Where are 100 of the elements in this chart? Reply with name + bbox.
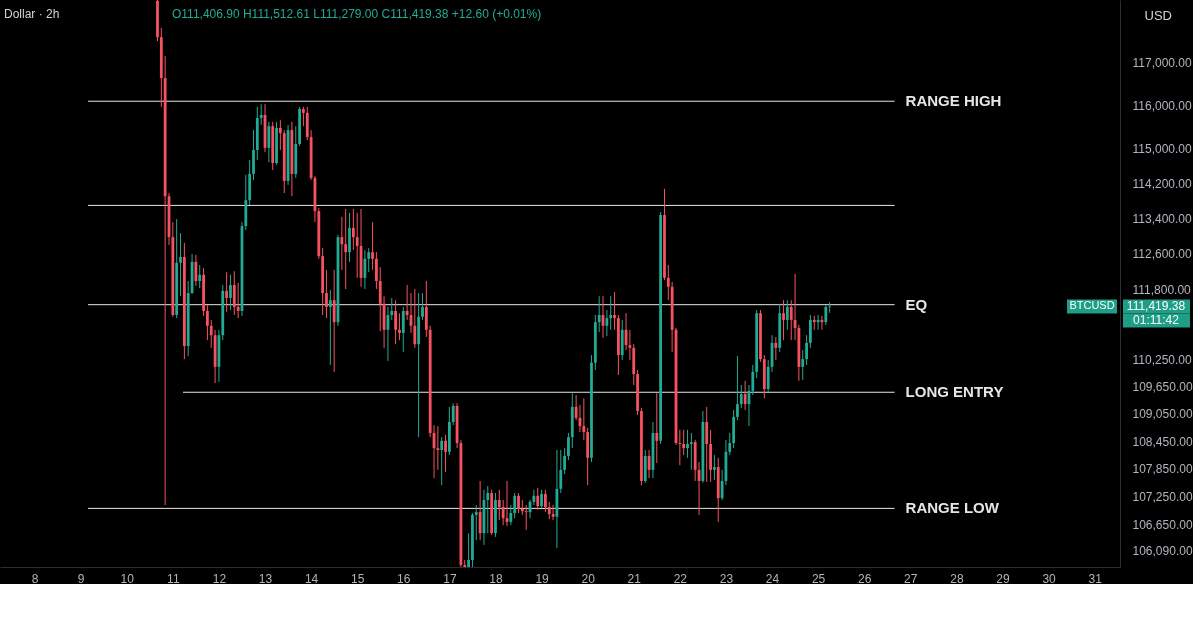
candlestick: [785, 299, 789, 331]
x-tick-label: 9: [77, 571, 85, 586]
candlestick: [613, 291, 616, 331]
candlestick: [444, 434, 447, 473]
x-tick-label: 15: [351, 571, 365, 586]
candlestick: [816, 314, 820, 331]
candlestick: [375, 251, 378, 290]
annotation: BTCUSD: [1069, 299, 1115, 312]
candlestick: [278, 119, 282, 151]
text: Dollar · 2h: [4, 7, 60, 21]
candlestick: [524, 504, 528, 531]
x-tick-label: 22: [673, 571, 688, 586]
candlestick: [713, 454, 716, 481]
series-label: RANGE LOW: [905, 499, 1000, 517]
x-tick-label: 31: [1088, 571, 1103, 586]
candlestick: [440, 436, 444, 486]
y-tick-label: 108,450.00: [1132, 434, 1193, 449]
candlestick: [302, 106, 305, 127]
candlestick: [809, 314, 812, 349]
candlestick: [229, 274, 232, 311]
x-tick-label: 8: [31, 571, 39, 586]
candlestick: [401, 306, 405, 353]
y-tick-label: 116,000.00: [1132, 99, 1192, 114]
candlestick: [328, 289, 332, 366]
candlestick: [451, 402, 455, 426]
text: 01:11:42: [1133, 313, 1180, 328]
candlestick: [394, 299, 397, 345]
candlestick: [252, 129, 255, 181]
candlestick: [206, 304, 209, 341]
x-tick-label: 16: [397, 571, 411, 586]
candlestick: [682, 429, 686, 456]
candlestick: [705, 406, 709, 483]
y-tick-label: 117,000.00: [1132, 56, 1192, 71]
candlestick: [236, 282, 240, 319]
x-tick-label: 21: [627, 571, 642, 586]
x-tick-label: 29: [996, 571, 1010, 586]
candlestick: [563, 447, 567, 475]
candlestick: [743, 380, 747, 411]
candlestick: [739, 384, 743, 409]
candlestick: [605, 309, 609, 337]
x-tick-label: 10: [120, 571, 135, 586]
x-tick-label: 12: [212, 571, 227, 586]
candlestick: [413, 288, 417, 349]
x-tick-label: 18: [489, 571, 503, 586]
candlestick: [363, 249, 367, 290]
x-tick-label: 17: [443, 571, 457, 586]
candlestick: [517, 492, 520, 514]
y-tick-label: 111,800.00: [1132, 282, 1192, 297]
candlestick: [179, 232, 182, 297]
x-tick-label: 20: [581, 571, 596, 586]
x-tick-label: 25: [811, 571, 826, 586]
text: O111,406.90 H111,512.61 L111,279.00 C111,419.38 +12.60 (+0.01%): [172, 7, 542, 21]
candlestick: [424, 280, 428, 338]
x-tick-label: 30: [1042, 571, 1057, 586]
x-tick-label: 24: [765, 571, 780, 586]
text: 111,419.38: [1126, 299, 1186, 314]
candlestick: [689, 432, 693, 471]
x-tick-label: 19: [535, 571, 550, 586]
y-tick-label: 110,250.00: [1132, 352, 1192, 367]
series-label: EQ: [905, 295, 928, 313]
x-tick-label: 26: [858, 571, 872, 586]
x-tick-label: 23: [719, 571, 734, 586]
candlestick: [736, 355, 739, 421]
candlestick: [332, 269, 336, 373]
x-tick-label: 27: [904, 571, 918, 586]
y-tick-label: 106,090.00: [1132, 544, 1193, 559]
y-axis-title: USD: [1144, 7, 1172, 23]
candlestick: [351, 208, 355, 251]
candlestick: [467, 532, 470, 567]
candlestick: [782, 299, 785, 341]
candlestick: [497, 489, 501, 521]
candlestick: [232, 270, 236, 316]
series-label: RANGE HIGH: [905, 92, 1002, 110]
candlestick: [828, 301, 832, 314]
candlestick: [801, 349, 805, 381]
candlestick: [398, 312, 401, 341]
y-tick-label: 109,050.00: [1132, 407, 1193, 422]
candlestick: [597, 295, 601, 333]
candlestick: [582, 397, 586, 441]
candlestick: [267, 121, 271, 163]
candlestick: [540, 489, 543, 509]
candlestick: [421, 292, 424, 321]
candlestick: [474, 504, 478, 541]
x-tick-label: 14: [304, 571, 319, 586]
candlestick: [543, 489, 547, 513]
candlestick: [805, 334, 808, 366]
candlestick: [824, 304, 828, 326]
candlestick: [371, 221, 374, 271]
candlestick: [536, 487, 540, 511]
candlestick: [259, 103, 263, 126]
x-tick-label: 13: [258, 571, 273, 586]
y-tick-label: 107,250.00: [1132, 490, 1193, 505]
candlestick: [774, 336, 778, 361]
series-label: LONG ENTRY: [905, 383, 1004, 401]
y-tick-label: 112,600.00: [1132, 247, 1192, 262]
y-tick-label: 115,000.00: [1132, 142, 1192, 157]
y-tick-label: 106,650.00: [1132, 518, 1193, 533]
y-tick-label: 113,400.00: [1132, 212, 1192, 227]
x-tick-label: 11: [167, 571, 180, 586]
candlestick: [198, 264, 202, 289]
